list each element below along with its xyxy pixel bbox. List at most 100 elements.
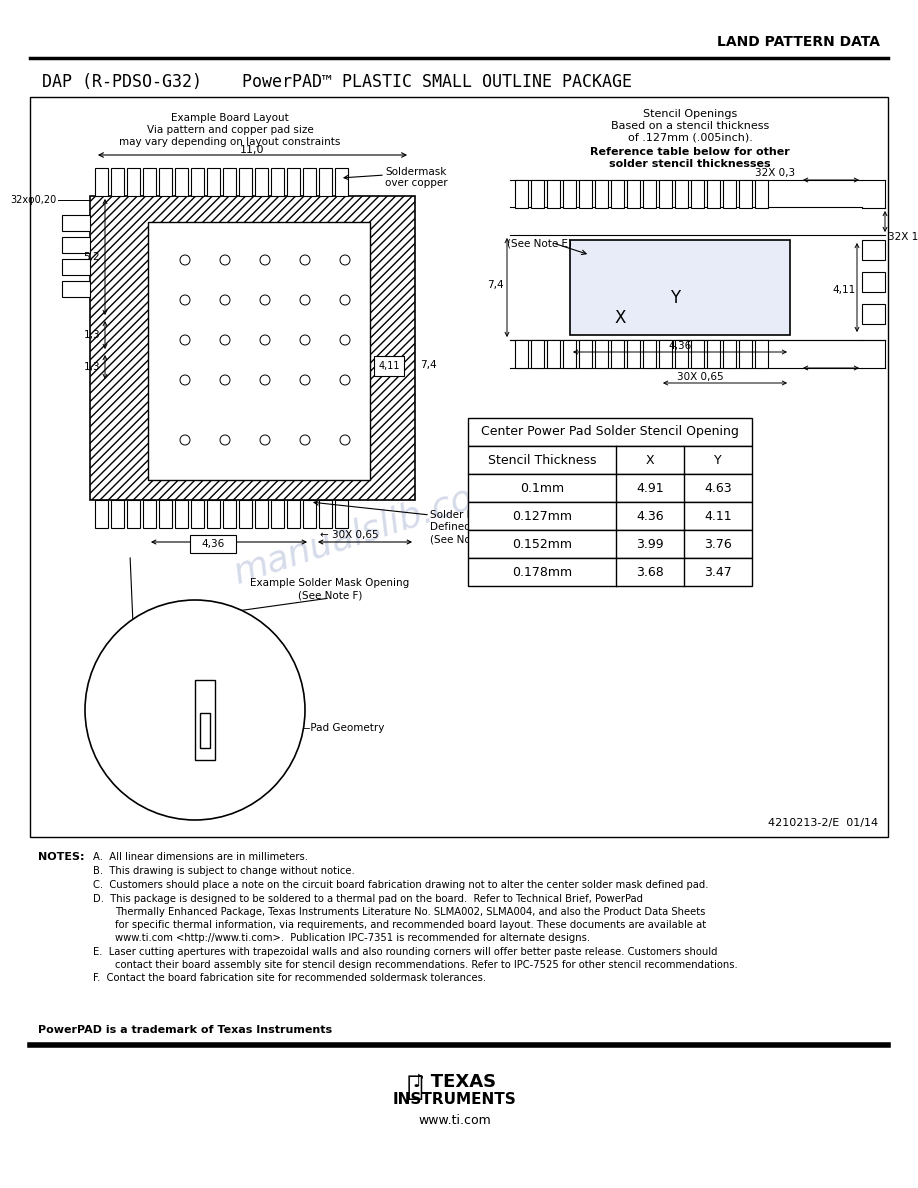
Bar bbox=[200, 713, 210, 748]
Circle shape bbox=[220, 335, 230, 345]
Bar bbox=[468, 503, 752, 530]
Circle shape bbox=[85, 600, 305, 820]
Text: 30X 0,65: 30X 0,65 bbox=[677, 372, 723, 383]
Text: 0.152mm: 0.152mm bbox=[512, 537, 572, 550]
Bar bbox=[563, 181, 576, 208]
Text: 4.63: 4.63 bbox=[704, 481, 732, 494]
Text: LAND PATTERN DATA: LAND PATTERN DATA bbox=[717, 34, 880, 49]
Text: Center Power Pad Solder Stencil Opening: Center Power Pad Solder Stencil Opening bbox=[481, 425, 739, 438]
Bar bbox=[239, 168, 252, 196]
Bar bbox=[207, 168, 220, 196]
Text: may vary depending on layout constraints: may vary depending on layout constraints bbox=[119, 137, 341, 147]
Bar bbox=[862, 304, 885, 324]
Text: for specific thermal information, via requirements, and recommended board layout: for specific thermal information, via re… bbox=[115, 920, 706, 930]
Bar bbox=[570, 240, 790, 335]
Bar bbox=[659, 181, 672, 208]
Text: Example Board Layout: Example Board Layout bbox=[171, 113, 289, 124]
Circle shape bbox=[180, 435, 190, 446]
Bar bbox=[255, 500, 268, 527]
Text: 7,4: 7,4 bbox=[487, 280, 504, 290]
Text: 4,11: 4,11 bbox=[833, 285, 856, 295]
Bar bbox=[303, 500, 316, 527]
Bar bbox=[627, 181, 640, 208]
Bar bbox=[739, 340, 752, 368]
Bar bbox=[239, 500, 252, 527]
Text: 0.127mm: 0.127mm bbox=[512, 510, 572, 523]
Bar bbox=[127, 168, 140, 196]
Circle shape bbox=[260, 255, 270, 265]
Circle shape bbox=[340, 255, 350, 265]
Bar bbox=[468, 530, 752, 558]
Bar bbox=[191, 168, 204, 196]
Bar bbox=[303, 168, 316, 196]
Bar bbox=[723, 181, 736, 208]
Text: All Around: All Around bbox=[148, 680, 202, 689]
Bar bbox=[862, 272, 885, 292]
Text: 3.99: 3.99 bbox=[636, 537, 664, 550]
Text: 4,11: 4,11 bbox=[378, 361, 399, 371]
Bar bbox=[707, 181, 720, 208]
Circle shape bbox=[300, 375, 310, 385]
Circle shape bbox=[300, 335, 310, 345]
Circle shape bbox=[260, 375, 270, 385]
Bar bbox=[287, 500, 300, 527]
FancyBboxPatch shape bbox=[190, 535, 236, 552]
Bar bbox=[111, 500, 124, 527]
Text: 1,3: 1,3 bbox=[84, 330, 100, 340]
Text: www.ti.com <http://www.ti.com>.  Publication IPC-7351 is recommended for alterna: www.ti.com <http://www.ti.com>. Publicat… bbox=[115, 933, 590, 943]
Bar bbox=[62, 282, 90, 297]
Text: 11,0: 11,0 bbox=[240, 145, 264, 154]
Bar bbox=[143, 168, 156, 196]
Bar bbox=[127, 500, 140, 527]
Text: NOTES:: NOTES: bbox=[38, 852, 84, 862]
Text: 4.36: 4.36 bbox=[636, 510, 664, 523]
Bar bbox=[723, 340, 736, 368]
Bar bbox=[468, 474, 752, 503]
Bar bbox=[595, 181, 608, 208]
Bar bbox=[755, 181, 768, 208]
Bar bbox=[755, 340, 768, 368]
Circle shape bbox=[260, 335, 270, 345]
Text: 1,8: 1,8 bbox=[222, 663, 239, 672]
Text: 4,36: 4,36 bbox=[201, 539, 225, 549]
Bar bbox=[563, 340, 576, 368]
Bar bbox=[207, 500, 220, 527]
Text: C.  Customers should place a note on the circuit board fabrication drawing not t: C. Customers should place a note on the … bbox=[93, 880, 709, 890]
Text: manualslib.com: manualslib.com bbox=[229, 469, 511, 590]
Bar bbox=[515, 340, 528, 368]
Bar bbox=[531, 181, 544, 208]
Text: 0.178mm: 0.178mm bbox=[512, 565, 572, 579]
Bar bbox=[595, 340, 608, 368]
Text: 0.1mm: 0.1mm bbox=[520, 481, 564, 494]
Bar bbox=[159, 168, 172, 196]
Bar bbox=[611, 181, 624, 208]
Bar bbox=[95, 168, 108, 196]
Text: Example Solder Mask Opening: Example Solder Mask Opening bbox=[251, 579, 409, 588]
Text: 3.68: 3.68 bbox=[636, 565, 664, 579]
Bar bbox=[739, 181, 752, 208]
Text: ← 30X 0,65: ← 30X 0,65 bbox=[320, 530, 378, 541]
Bar bbox=[271, 168, 284, 196]
Circle shape bbox=[340, 435, 350, 446]
Bar bbox=[468, 446, 752, 474]
Bar bbox=[195, 680, 215, 760]
Text: Stencil Openings: Stencil Openings bbox=[643, 109, 737, 119]
Bar bbox=[547, 181, 560, 208]
Text: B.  This drawing is subject to change without notice.: B. This drawing is subject to change wit… bbox=[93, 866, 354, 876]
Text: 0,07: 0,07 bbox=[148, 666, 171, 677]
Text: INSTRUMENTS: INSTRUMENTS bbox=[393, 1093, 517, 1107]
Text: contact their board assembly site for stencil design recommendations. Refer to I: contact their board assembly site for st… bbox=[115, 960, 738, 969]
Text: 1,3: 1,3 bbox=[84, 362, 100, 372]
Bar bbox=[611, 340, 624, 368]
Bar bbox=[62, 215, 90, 230]
Bar bbox=[643, 181, 656, 208]
Text: 4.91: 4.91 bbox=[636, 481, 664, 494]
Bar bbox=[175, 168, 188, 196]
Bar bbox=[148, 222, 370, 480]
Circle shape bbox=[180, 375, 190, 385]
Bar bbox=[691, 181, 704, 208]
Bar bbox=[62, 259, 90, 274]
Bar bbox=[90, 196, 415, 500]
Text: of .127mm (.005inch).: of .127mm (.005inch). bbox=[628, 133, 753, 143]
Bar bbox=[159, 500, 172, 527]
